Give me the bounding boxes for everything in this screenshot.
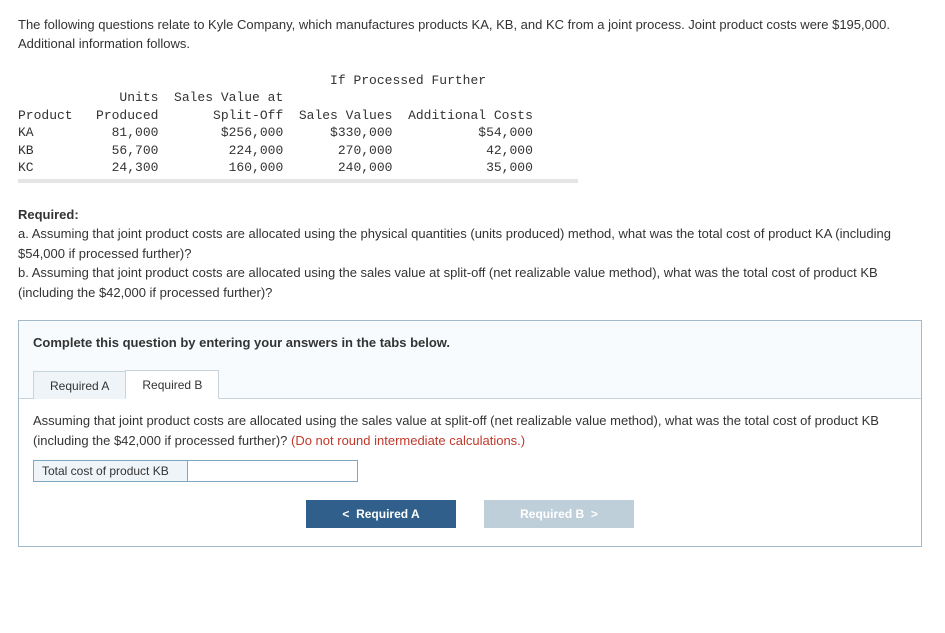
tab-panel-required-b: Assuming that joint product costs are al…: [19, 398, 921, 546]
answer-input-row: Total cost of product KB: [33, 460, 375, 482]
chevron-left-icon: <: [342, 507, 349, 521]
answer-input-label: Total cost of product KB: [33, 460, 188, 482]
problem-intro: The following questions relate to Kyle C…: [18, 16, 927, 54]
required-block: Required: a. Assuming that joint product…: [18, 205, 927, 303]
answer-instruction: Complete this question by entering your …: [19, 335, 921, 368]
required-b-text: b. Assuming that joint product costs are…: [18, 263, 927, 302]
tab-required-b[interactable]: Required B: [125, 370, 219, 399]
nav-buttons: < Required A Required B >: [33, 482, 907, 546]
tabs-row: Required A Required B: [19, 368, 921, 398]
panel-text-note: (Do not round intermediate calculations.…: [291, 433, 525, 448]
prev-button-label: Required A: [356, 507, 420, 521]
total-cost-input[interactable]: [188, 460, 358, 482]
panel-question-text: Assuming that joint product costs are al…: [33, 411, 907, 450]
answer-panel: Complete this question by entering your …: [18, 320, 922, 547]
next-required-b-button: Required B >: [484, 500, 634, 528]
required-a-text: a. Assuming that joint product costs are…: [18, 224, 927, 263]
tab-required-a[interactable]: Required A: [33, 371, 126, 399]
prev-required-a-button[interactable]: < Required A: [306, 500, 456, 528]
required-heading: Required:: [18, 205, 927, 225]
next-button-label: Required B: [520, 507, 584, 521]
chevron-right-icon: >: [591, 507, 598, 521]
data-table: If Processed Further Units Sales Value a…: [18, 72, 578, 183]
